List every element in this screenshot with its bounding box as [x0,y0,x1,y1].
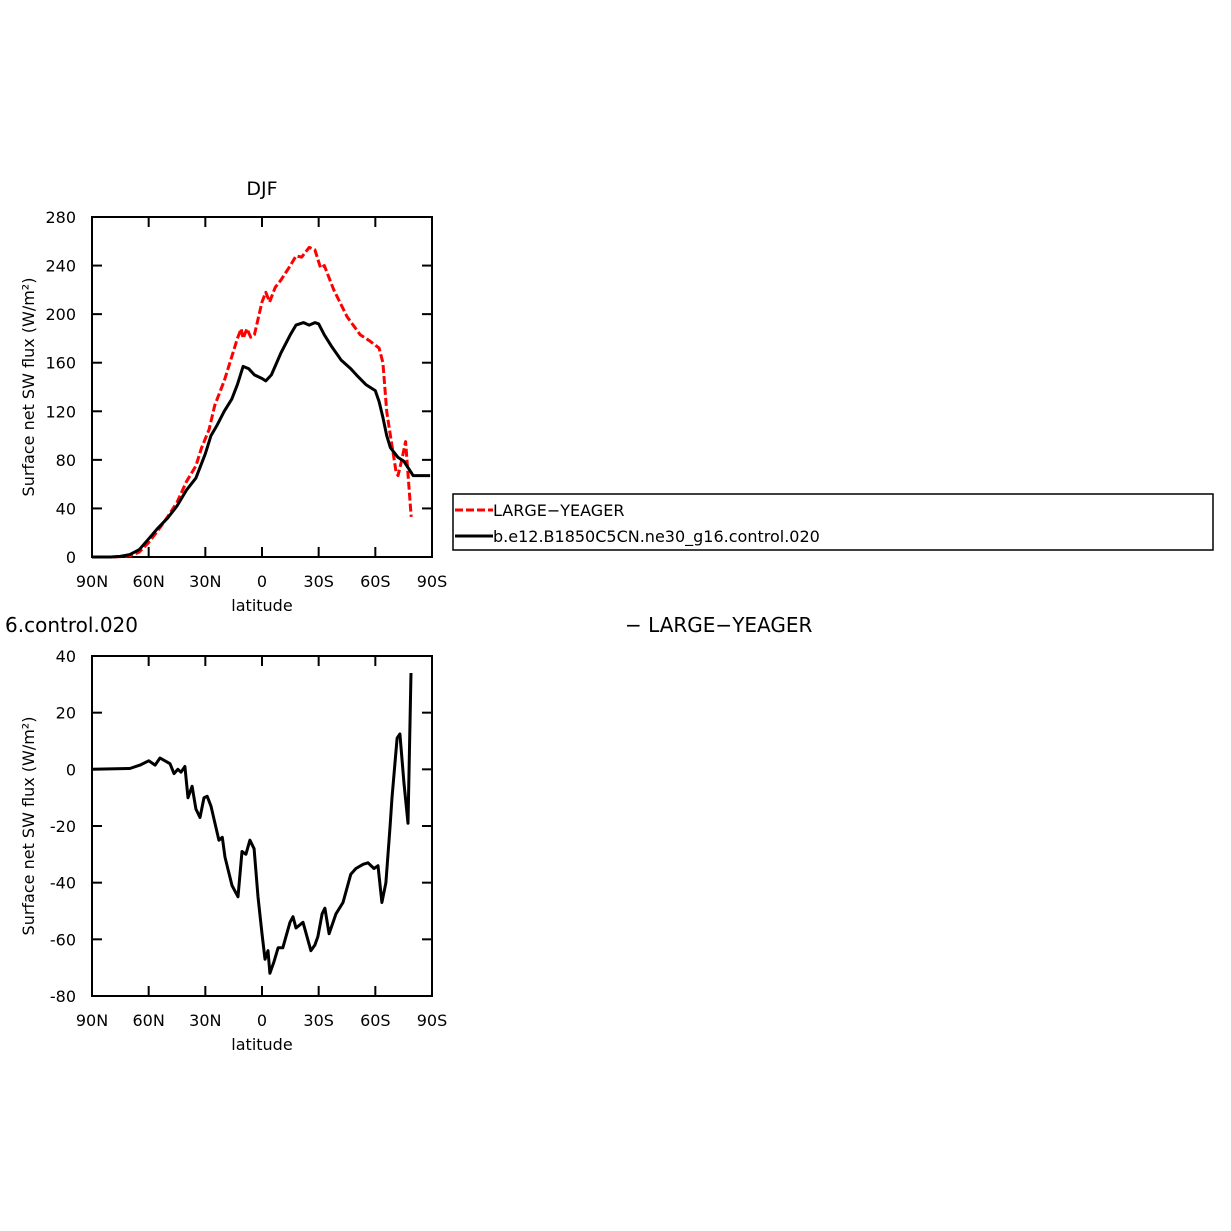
y-axis-label: Surface net SW flux (W/m²) [19,278,38,497]
x-tick-label: 60N [133,572,165,591]
x-tick-label: 30N [189,1011,221,1030]
series-line [92,321,431,559]
x-tick-label: 30S [303,1011,334,1030]
y-tick-label: 40 [56,499,76,518]
y-tick-label: -60 [50,930,76,949]
legend-box [452,493,1214,551]
y-tick-label: 40 [56,647,76,666]
x-tick-label: 90N [76,572,108,591]
y-tick-label: 240 [45,257,76,276]
y-tick-label: 0 [66,760,76,779]
plot-frame [91,216,433,558]
y-tick-label: -20 [50,817,76,836]
series-line [91,672,413,975]
chart-title: − LARGE−YEAGER [625,613,813,637]
y-tick-label: 120 [45,402,76,421]
x-tick-label: 90S [417,572,448,591]
y-tick-label: 20 [56,704,76,723]
y-tick-label: -40 [50,874,76,893]
y-tick-label: 0 [66,548,76,567]
x-tick-label: 90N [76,1011,108,1030]
y-axis-label: Surface net SW flux (W/m²) [19,717,38,936]
y-tick-label: 80 [56,451,76,470]
x-axis-label: latitude [231,596,292,615]
y-tick-label: -80 [50,987,76,1006]
x-tick-label: 0 [257,572,267,591]
x-tick-label: 30S [303,572,334,591]
series-line [92,245,413,559]
x-tick-label: 30N [189,572,221,591]
x-tick-label: 60S [360,1011,391,1030]
x-tick-label: 90S [417,1011,448,1030]
x-tick-label: 60N [133,1011,165,1030]
y-tick-label: 160 [45,354,76,373]
x-tick-label: 60S [360,572,391,591]
chart-title: DJF [246,178,277,200]
chart-title: 6.control.020 [5,613,138,637]
x-tick-label: 0 [257,1011,267,1030]
y-tick-label: 280 [45,208,76,227]
legend-label: LARGE−YEAGER [493,501,624,520]
y-tick-label: 200 [45,305,76,324]
x-axis-label: latitude [231,1035,292,1054]
legend-label: b.e12.B1850C5CN.ne30_g16.control.020 [493,527,820,547]
